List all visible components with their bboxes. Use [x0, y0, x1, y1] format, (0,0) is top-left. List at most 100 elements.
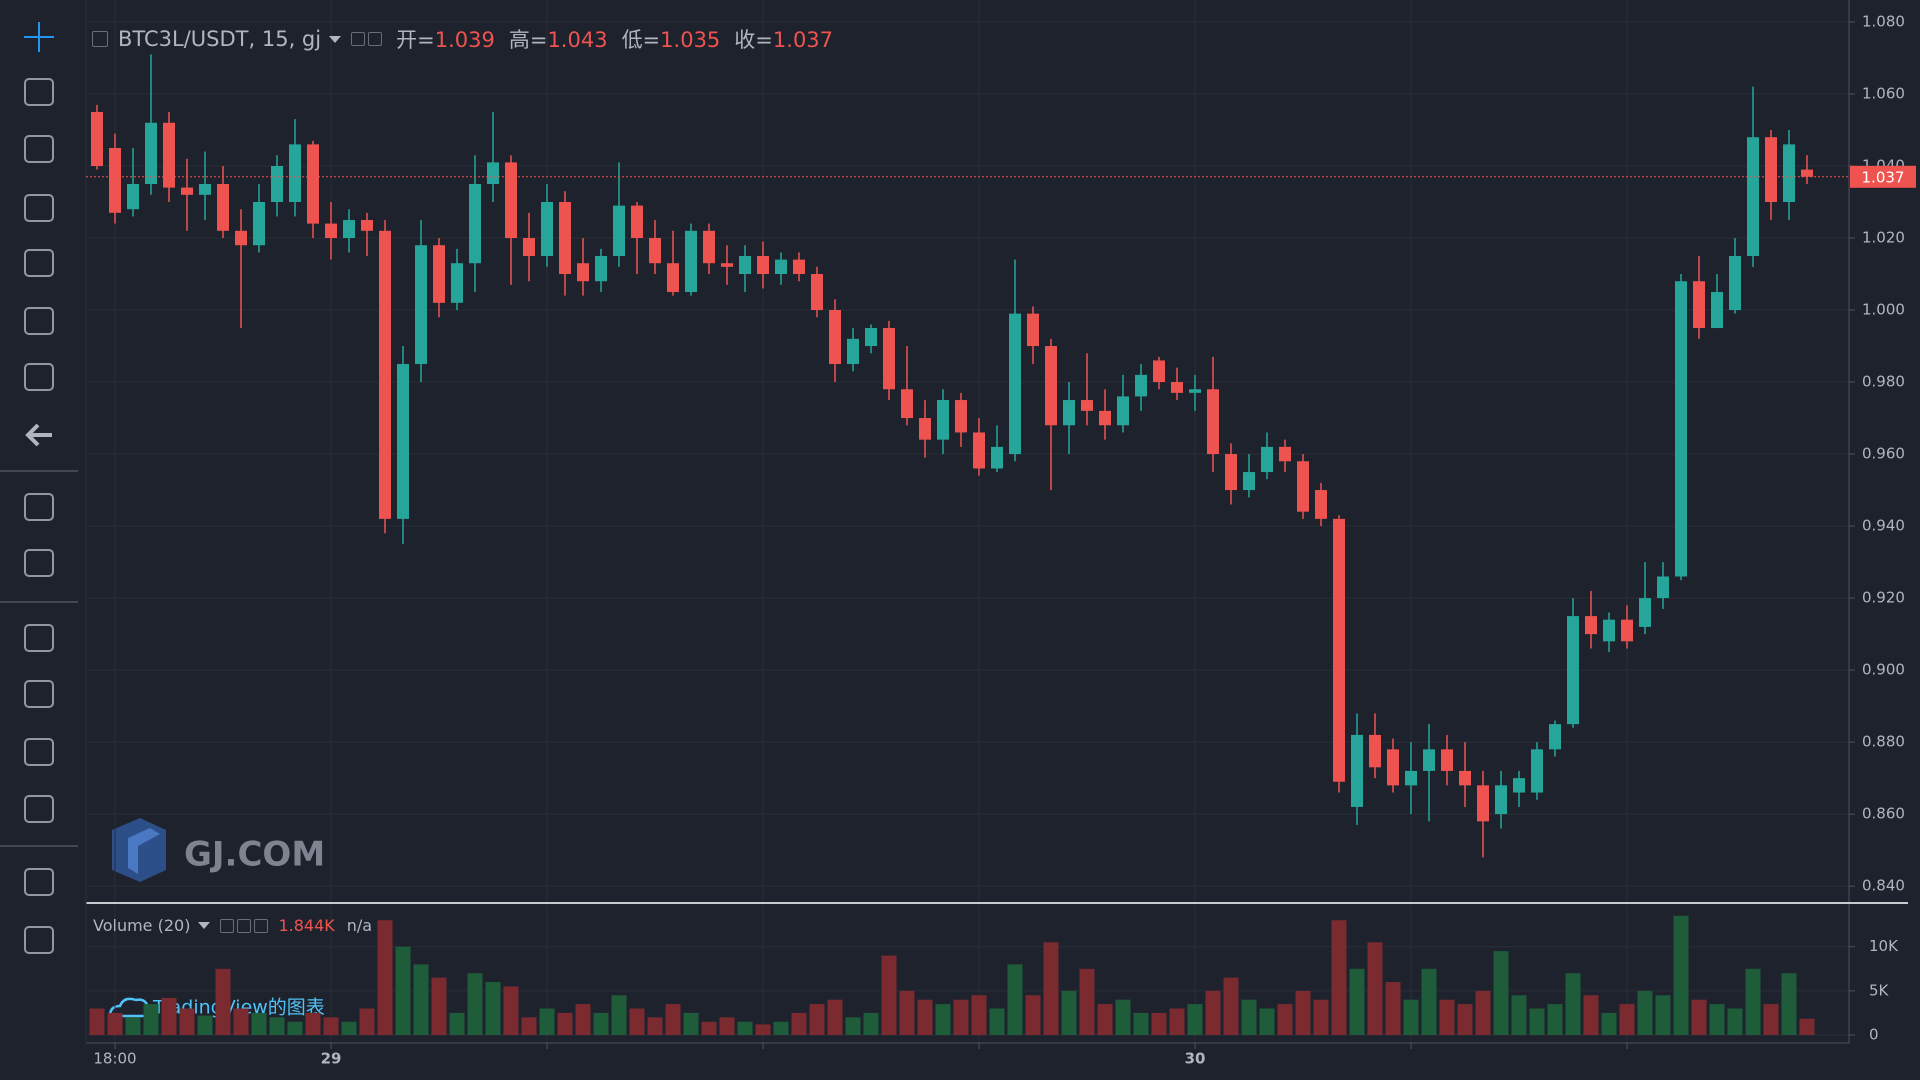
volume-bar [1403, 999, 1419, 1035]
volume-bar [791, 1012, 807, 1035]
candle-body [757, 256, 769, 275]
ohlc-item: 开=1.039 [396, 24, 495, 54]
tool-icon [24, 624, 54, 652]
candle-body [271, 165, 283, 203]
volume-bar [1547, 1004, 1563, 1035]
y-tick-label: 0.920 [1862, 589, 1905, 607]
symbol-title[interactable]: BTC3L/USDT, 15, gj [118, 27, 322, 51]
volume-title[interactable]: Volume (20) [93, 916, 191, 935]
candle-body [613, 205, 625, 257]
candle-body [1225, 454, 1237, 491]
candle-body [307, 144, 319, 224]
volume-bar [1295, 990, 1311, 1035]
candle-body [1135, 374, 1147, 397]
candle-body [1387, 749, 1399, 786]
volume-bar [1007, 964, 1023, 1035]
candle-body [703, 230, 715, 264]
candle-body [775, 259, 787, 275]
candle-body [163, 122, 175, 188]
volume-bar [1763, 1004, 1779, 1035]
settings-icon[interactable] [220, 918, 235, 933]
candle-body [595, 256, 607, 282]
volume-bar [737, 1021, 753, 1035]
ohlc-label: 开= [396, 28, 435, 52]
settings-icon[interactable] [368, 32, 383, 46]
candle-body [1009, 313, 1021, 455]
x-tick-label: 30 [1185, 1050, 1206, 1068]
y-tick-label: 1.000 [1862, 301, 1905, 319]
candle-body [145, 122, 157, 185]
candle-body [1117, 396, 1129, 426]
volume-bar [953, 999, 969, 1035]
candle-body [541, 202, 553, 257]
volume-bar [359, 1008, 375, 1035]
candle-body [1459, 770, 1471, 786]
volume-bar [233, 1008, 249, 1035]
y-tick-label: 10K [1869, 937, 1899, 955]
volume-bar [1187, 1004, 1203, 1035]
candle-body [1099, 410, 1111, 426]
candle-body [1729, 256, 1741, 311]
volume-bar [1097, 1004, 1113, 1035]
volume-bar [449, 1012, 465, 1035]
dropdown[interactable] [329, 35, 342, 43]
last-price-tag [1850, 165, 1916, 188]
volume-bar [1223, 977, 1239, 1035]
ohlc-item: 收=1.037 [734, 24, 833, 54]
volume-bar [1475, 990, 1491, 1035]
toolbar [24, 22, 54, 954]
volume-bar [1367, 942, 1383, 1035]
symbol-legend: BTC3L/USDT, 15, gj 开=1.039 高=1.043 低=1.035… [92, 24, 833, 54]
volume-bar [1421, 968, 1437, 1035]
volume-bar [557, 1012, 573, 1035]
candle-body [325, 223, 337, 239]
candle-body [829, 310, 841, 365]
ohlc-item: 高=1.043 [509, 24, 608, 54]
candle-body [1711, 292, 1723, 329]
tool-icon [24, 249, 54, 277]
volume-bar [269, 1017, 285, 1035]
candle-body [235, 230, 247, 246]
volume-bar [1583, 995, 1599, 1035]
y-tick-label: 0.840 [1862, 877, 1905, 895]
watermark-text: GJ.COM [184, 835, 325, 875]
volume-bar [1673, 915, 1689, 1035]
candle-body [1567, 616, 1579, 725]
collapse-button[interactable] [92, 31, 108, 47]
volume-bar [1691, 999, 1707, 1035]
ohlc-value: 1.037 [772, 28, 834, 52]
candle-body [289, 144, 301, 203]
volume-bar [863, 1012, 879, 1035]
candle-body [865, 328, 877, 347]
ohlc-values: 开=1.039 高=1.043 低=1.035 收=1.037 [396, 24, 833, 54]
dropdown[interactable] [198, 922, 211, 929]
volume-bar [485, 982, 501, 1035]
volume-bar [665, 1004, 681, 1035]
candle-body [91, 111, 103, 166]
close-icon[interactable] [254, 918, 269, 933]
tool-icon [24, 363, 54, 391]
ohlc-item: 低=1.035 [622, 24, 721, 54]
y-tick-label: 1.020 [1862, 229, 1905, 247]
candle-body [253, 202, 265, 246]
candle-body [937, 400, 949, 440]
candle-body [721, 263, 733, 267]
candle-body [1585, 616, 1597, 635]
volume-bar [593, 1012, 609, 1035]
volume-bar [179, 1008, 195, 1035]
candle-body [415, 245, 427, 365]
y-tick-label: 0.860 [1862, 805, 1905, 823]
candle-body [1801, 169, 1813, 177]
volume-legend: Volume (20) 1.844K n/a [93, 916, 372, 935]
candle-body [1531, 749, 1543, 793]
candle-body [1639, 598, 1651, 627]
candle-body [1369, 734, 1381, 768]
candle-body [739, 256, 751, 275]
candle-body [1549, 724, 1561, 750]
settings-icon[interactable] [237, 918, 252, 933]
settings-icon[interactable] [351, 32, 366, 46]
volume-bar [1439, 999, 1455, 1035]
candle-body [1189, 389, 1201, 393]
candle-body [955, 400, 967, 433]
